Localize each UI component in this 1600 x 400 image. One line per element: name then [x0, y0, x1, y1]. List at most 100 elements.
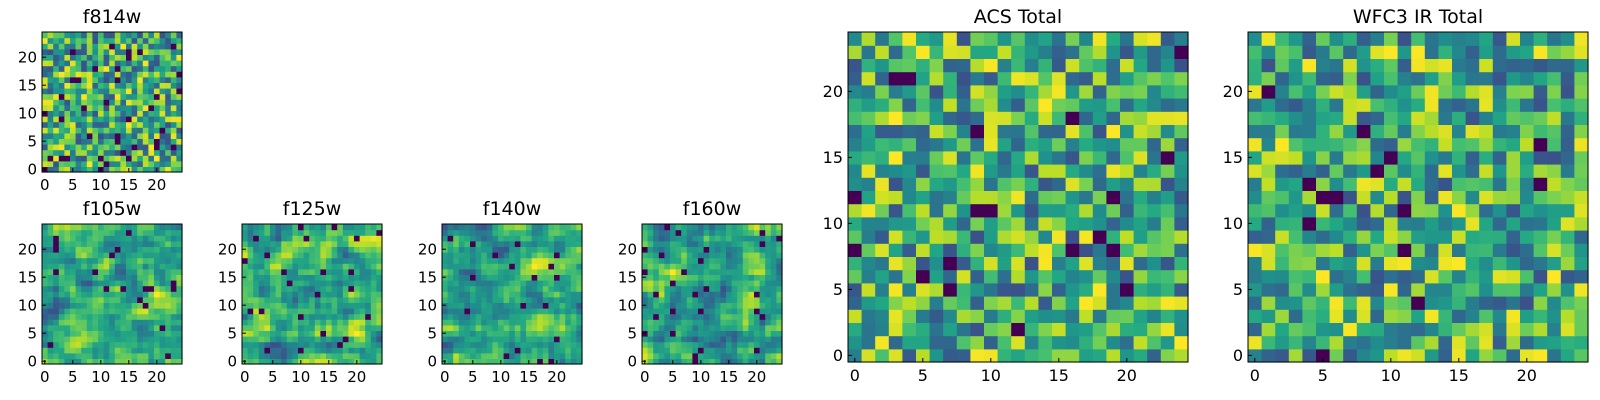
heatmap-cell [131, 252, 138, 259]
heatmap-cell [698, 240, 705, 247]
heatmap-cell [303, 308, 310, 315]
heatmap-cell [331, 229, 338, 236]
heatmap-cell [554, 280, 561, 287]
heatmap-cell [165, 43, 172, 50]
heatmap-cell [731, 330, 738, 337]
heatmap-cell [681, 224, 688, 231]
heatmap-cell [137, 308, 144, 315]
heatmap-cell [376, 336, 383, 343]
heatmap-cell [103, 308, 110, 315]
heatmap-cell [1465, 111, 1480, 125]
heatmap-cell [1506, 230, 1521, 244]
heatmap-cell [1574, 335, 1589, 350]
heatmap-cell [176, 155, 183, 162]
heatmap-cell [984, 84, 999, 99]
heatmap-cell [326, 341, 333, 348]
heatmap-cell [342, 263, 349, 270]
heatmap-cell [902, 348, 917, 363]
heatmap-cell [1506, 58, 1521, 73]
heatmap-cell [337, 224, 344, 231]
heatmap-cell [537, 324, 544, 331]
heatmap-cell [486, 224, 493, 231]
heatmap-cell [759, 319, 766, 326]
heatmap-cell [526, 229, 533, 236]
heatmap-cell [514, 252, 521, 259]
heatmap-cell [943, 348, 958, 363]
heatmap-cell [498, 319, 505, 326]
heatmap-cell [653, 347, 660, 354]
heatmap-cell [1438, 348, 1453, 363]
heatmap-cell [64, 324, 71, 331]
heatmap-cell [703, 285, 710, 292]
heatmap-cell [726, 352, 733, 359]
heatmap-cell [526, 352, 533, 359]
chart-title: f125w [282, 198, 342, 220]
heatmap-cell [916, 45, 931, 59]
heatmap-cell [337, 291, 344, 298]
heatmap-cell [320, 263, 327, 270]
panel-f125w: f125w 0 5 10 15 20 0 5 10 15 20 [200, 198, 390, 388]
heatmap-cell [58, 246, 65, 253]
heatmap-cell [137, 263, 144, 270]
heatmap-cell [520, 313, 527, 320]
heatmap-cell [114, 341, 121, 348]
heatmap-cell [170, 65, 177, 72]
heatmap-cell [70, 296, 77, 303]
heatmap-cell [542, 280, 549, 287]
heatmap-cell [64, 82, 71, 89]
heatmap-cell [1479, 58, 1494, 73]
heatmap-cell [1038, 124, 1053, 139]
heatmap-cell [554, 352, 561, 359]
heatmap-cell [264, 313, 271, 320]
heatmap-cell [92, 76, 99, 83]
heatmap-cell [120, 324, 127, 331]
heatmap-cell [81, 257, 88, 264]
heatmap-cell [1038, 256, 1053, 271]
heatmap-cell [337, 347, 344, 354]
heatmap-cell [642, 336, 649, 343]
heatmap-cell [1560, 230, 1575, 244]
heatmap-cell [142, 319, 149, 326]
heatmap-cell [731, 319, 738, 326]
heatmap-cell [1506, 190, 1521, 205]
heatmap-cell [1024, 71, 1039, 86]
heatmap-cell [765, 246, 772, 253]
heatmap-cell [281, 341, 288, 348]
heatmap-cell [337, 246, 344, 253]
heatmap-cell [159, 32, 166, 39]
heatmap-cell [64, 274, 71, 281]
heatmap-cell [647, 308, 654, 315]
heatmap-cell [1397, 322, 1412, 337]
heatmap-cell [1248, 309, 1263, 323]
heatmap-cell [1438, 335, 1453, 350]
heatmap-cell [548, 302, 555, 309]
heatmap-cell [75, 104, 82, 111]
heatmap-cell [120, 280, 127, 287]
heatmap-cell [1506, 203, 1521, 218]
heatmap-cell [1424, 45, 1439, 59]
heatmap-cell [53, 32, 60, 39]
heatmap-cell [264, 252, 271, 259]
heatmap-cell [303, 296, 310, 303]
heatmap-cell [126, 93, 133, 100]
heatmap-cell [264, 274, 271, 281]
heatmap-cell [109, 99, 116, 106]
heatmap-cell [492, 296, 499, 303]
heatmap-cell [131, 37, 138, 44]
heatmap-cell [464, 358, 471, 365]
heatmap-cell [81, 166, 88, 173]
y-tick-label: 20 [18, 240, 37, 258]
heatmap-cell [481, 285, 488, 292]
heatmap-cell [359, 358, 366, 365]
heatmap-cell [53, 229, 60, 236]
heatmap-cell [258, 274, 265, 281]
heatmap-cell [481, 252, 488, 259]
heatmap-cell [1343, 335, 1358, 350]
heatmap-cell [1275, 296, 1290, 310]
heatmap-cell [1092, 190, 1107, 205]
heatmap-cell [929, 150, 944, 165]
heatmap-cell [165, 324, 172, 331]
heatmap-cell [309, 296, 316, 303]
heatmap-cell [148, 43, 155, 50]
heatmap-cell [159, 302, 166, 309]
